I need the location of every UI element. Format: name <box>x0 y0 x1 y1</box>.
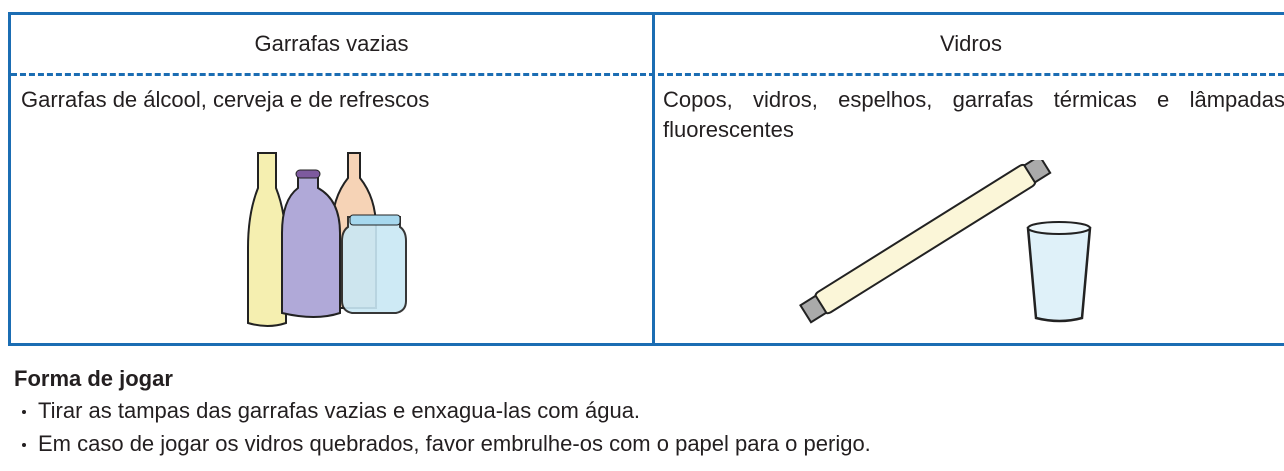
table-cell: Copos, vidros, espelhos, garrafas térmic… <box>663 87 1284 142</box>
table-cell: Garrafas de álcool, cerveja e de refresc… <box>21 87 430 112</box>
bullet-text: Em caso de jogar os vidros quebrados, fa… <box>38 431 871 456</box>
header-cell: Vidros <box>940 31 1002 56</box>
bullet-dot <box>22 410 26 415</box>
glass-items-illustration <box>799 160 1092 324</box>
header-cell: Garrafas vazias <box>254 31 409 56</box>
section-title: Forma de jogar <box>14 366 173 391</box>
bullet-dot <box>22 443 26 448</box>
bullet-text: Tirar as tampas das garrafas vazias e en… <box>38 398 641 423</box>
bottles-illustration <box>247 152 407 327</box>
bullet-item: Tirar as tampas das garrafas vazias e en… <box>22 398 640 424</box>
waste-table: Garrafas vazias Vidros Garrafas de álcoo… <box>8 12 1284 346</box>
bullet-item: Em caso de jogar os vidros quebrados, fa… <box>22 431 871 457</box>
column-divider <box>652 15 655 343</box>
header-divider <box>11 73 1284 76</box>
